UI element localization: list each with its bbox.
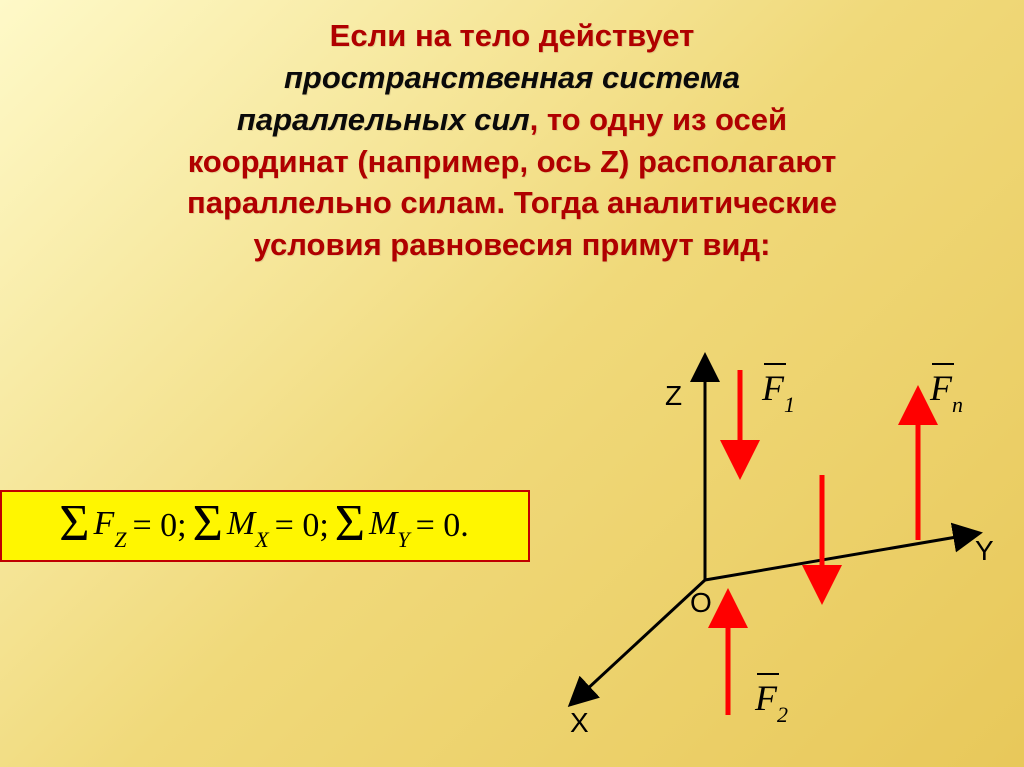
axis-y-line — [705, 533, 980, 580]
title-line2: пространственная система — [284, 60, 740, 95]
label-z: Z — [665, 380, 682, 412]
eq-1: = 0; — [132, 507, 186, 545]
var-my: MY — [369, 505, 410, 548]
title-block: Если на тело действует пространственная … — [12, 15, 1012, 266]
axis-x-line — [570, 580, 705, 705]
equilibrium-formula: Σ FZ = 0; Σ MX = 0; Σ MY = 0. — [59, 505, 471, 548]
label-fn: Fn — [930, 367, 963, 414]
title-line4: координат (например, ось Z) располагают — [188, 144, 837, 179]
title-line3a: параллельных сил — [237, 102, 530, 137]
eq-2: = 0; — [275, 507, 329, 545]
title-line5: параллельно силам. Тогда аналитические — [187, 185, 837, 220]
sigma-1: Σ — [59, 508, 89, 539]
formula-box: Σ FZ = 0; Σ MX = 0; Σ MY = 0. — [0, 490, 530, 562]
var-mx: MX — [227, 505, 269, 548]
title-line3b: , то одну из осей — [530, 102, 787, 137]
label-origin: O — [690, 587, 712, 619]
title-line6: условия равновесия примут вид: — [254, 227, 771, 262]
label-f1: F1 — [762, 367, 795, 414]
title-line1: Если на тело действует — [330, 18, 695, 53]
label-y: Y — [975, 535, 994, 567]
var-fz: FZ — [93, 505, 126, 548]
eq-3: = 0. — [416, 507, 469, 545]
force-diagram: Z Y X O F1 Fn F2 — [510, 345, 1010, 765]
sigma-2: Σ — [193, 508, 223, 539]
label-f2: F2 — [755, 677, 788, 724]
label-x: X — [570, 707, 589, 739]
sigma-3: Σ — [335, 508, 365, 539]
